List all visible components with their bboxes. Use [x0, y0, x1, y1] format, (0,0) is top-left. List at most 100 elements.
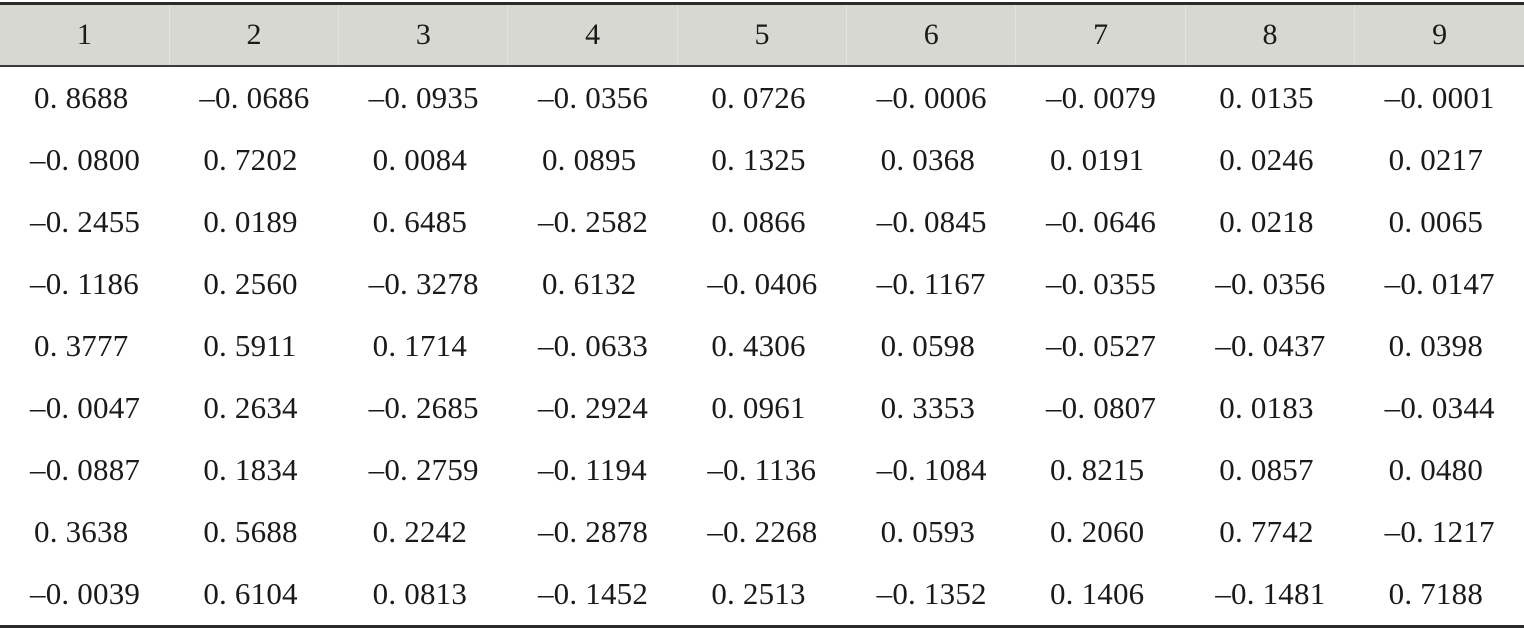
table-row: –0. 2455 0. 0189 0. 6485 –0. 2582 0. 0866 –0.… — [0, 191, 1524, 253]
column-header: 7 — [1015, 3, 1186, 67]
table-cell: –0. 1194 — [537, 452, 647, 487]
table-cell: –0. 0355 — [1045, 266, 1157, 301]
column-header: 2 — [168, 3, 339, 67]
table-cell: –0. 1136 — [707, 452, 817, 487]
table-cell: –0. 2759 — [368, 452, 479, 487]
table-cell: 0. 0857 — [1219, 452, 1314, 487]
table-cell: –0. 2268 — [707, 514, 818, 549]
column-header: 5 — [676, 3, 847, 67]
table-row: –0. 0039 0. 6104 0. 0813 –0. 1452 0. 2513 –0.… — [0, 563, 1524, 627]
table-cell: 0. 0593 — [880, 514, 976, 549]
table-cell: –0. 2924 — [537, 390, 649, 425]
column-header: 9 — [1354, 3, 1524, 67]
table-cell: –0. 2685 — [368, 390, 479, 425]
table-cell: 0. 0135 — [1219, 80, 1314, 115]
table-cell: 0. 5911 — [203, 328, 297, 363]
table-cell: 0. 0084 — [372, 142, 468, 177]
table-cell: –0. 0437 — [1215, 328, 1326, 363]
table-cell: –0. 3278 — [368, 266, 479, 301]
table-cell: 0. 0866 — [711, 204, 806, 239]
table-cell: 0. 1834 — [203, 452, 298, 487]
table-cell: 0. 0813 — [372, 576, 468, 611]
table-cell: –0. 1084 — [876, 452, 987, 487]
table-cell: –0. 0147 — [1384, 266, 1495, 301]
table-cell: 0. 2634 — [203, 390, 298, 425]
table-cell: 0. 2560 — [203, 266, 298, 301]
table-cell: –0. 1452 — [537, 576, 649, 611]
table-cell: 0. 6104 — [203, 576, 298, 611]
table-cell: 0. 1714 — [372, 328, 468, 363]
table-cell: 0. 8688 — [34, 80, 129, 115]
table-cell: 0. 7188 — [1388, 576, 1484, 611]
table-cell: –0. 0527 — [1045, 328, 1157, 363]
table-header: 1 2 3 4 5 6 7 8 9 — [0, 3, 1524, 67]
table-cell: 0. 0480 — [1388, 452, 1484, 487]
table-cell: –0. 0344 — [1384, 390, 1495, 425]
table-cell: –0. 0356 — [537, 80, 649, 115]
table-cell: –0. 2582 — [537, 204, 649, 239]
table-cell: –0. 0807 — [1045, 390, 1157, 425]
table-cell: 0. 0895 — [541, 142, 637, 177]
table-cell: 0. 0189 — [203, 204, 298, 239]
table-cell: 0. 3777 — [34, 328, 129, 363]
table-cell: 0. 0217 — [1388, 142, 1484, 177]
table-row: 0. 3777 0. 5911 0. 1714 –0. 0633 0. 4306 0. 0… — [0, 315, 1524, 377]
table-cell: 0. 6132 — [541, 266, 637, 301]
table-row: –0. 0800 0. 7202 0. 0084 0. 0895 0. 1325 0. 0… — [0, 129, 1524, 191]
table-cell: 0. 6485 — [372, 204, 468, 239]
table-cell: –0. 0935 — [368, 80, 479, 115]
header-row: 1 2 3 4 5 6 7 8 9 — [0, 3, 1524, 67]
column-header: 4 — [507, 3, 678, 67]
table-cell: 0. 0598 — [880, 328, 976, 363]
table-cell: –0. 0686 — [199, 80, 310, 115]
table-cell: –0. 0406 — [707, 266, 818, 301]
table-cell: –0. 1217 — [1384, 514, 1495, 549]
table-cell: –0. 0800 — [30, 142, 141, 177]
table-cell: –0. 1352 — [876, 576, 987, 611]
table-cell: 0. 0218 — [1219, 204, 1314, 239]
column-header: 6 — [846, 3, 1016, 67]
table-cell: 0. 2513 — [711, 576, 806, 611]
table-cell: 0. 0065 — [1388, 204, 1484, 239]
table-cell: 0. 0368 — [880, 142, 976, 177]
table-cell: 0. 3638 — [34, 514, 129, 549]
table-cell: 0. 0726 — [711, 80, 806, 115]
table-row: –0. 1186 0. 2560 –0. 3278 0. 6132 –0. 0406 –0… — [0, 253, 1524, 315]
table-cell: –0. 0047 — [30, 390, 141, 425]
table-cell: –0. 0039 — [30, 576, 141, 611]
table-cell: –0. 2878 — [537, 514, 649, 549]
column-header: 1 — [0, 3, 170, 67]
table-cell: –0. 0079 — [1045, 80, 1157, 115]
table-cell: –0. 0001 — [1384, 80, 1495, 115]
column-header: 8 — [1184, 3, 1355, 67]
table-cell: 0. 0246 — [1219, 142, 1314, 177]
table-cell: 0. 2242 — [372, 514, 468, 549]
table-cell: –0. 0356 — [1215, 266, 1326, 301]
table-cell: 0. 0398 — [1388, 328, 1484, 363]
table-cell: –0. 0006 — [876, 80, 987, 115]
table-cell: 0. 1406 — [1049, 576, 1145, 611]
column-header: 3 — [338, 3, 508, 67]
table-cell: 0. 5688 — [203, 514, 298, 549]
table-cell: –0. 1167 — [876, 266, 986, 301]
table-cell: –0. 0646 — [1045, 204, 1157, 239]
table-cell: 0. 0961 — [711, 390, 806, 425]
table-cell: 0. 7742 — [1219, 514, 1314, 549]
table-cell: 0. 1325 — [711, 142, 806, 177]
table-cell: –0. 2455 — [30, 204, 141, 239]
table-cell: –0. 0887 — [30, 452, 141, 487]
table-cell: 0. 4306 — [711, 328, 806, 363]
table-row: –0. 0047 0. 2634 –0. 2685 –0. 2924 0. 0961 0.… — [0, 377, 1524, 439]
table-body: 0. 8688 –0. 0686 –0. 0935 –0. 0356 0. 0726 –0… — [0, 66, 1524, 627]
table-cell: 0. 7202 — [203, 142, 298, 177]
table-cell: –0. 0845 — [876, 204, 987, 239]
table-cell: –0. 1481 — [1215, 576, 1326, 611]
table-row: 0. 3638 0. 5688 0. 2242 –0. 2878 –0. 2268 0. … — [0, 501, 1524, 563]
table-cell: 0. 0183 — [1219, 390, 1314, 425]
table-cell: –0. 1186 — [30, 266, 139, 301]
table-cell: 0. 0191 — [1049, 142, 1145, 177]
table-row: 0. 8688 –0. 0686 –0. 0935 –0. 0356 0. 0726 –0… — [0, 66, 1524, 129]
table-cell: 0. 8215 — [1049, 452, 1145, 487]
table-cell: 0. 3353 — [880, 390, 976, 425]
